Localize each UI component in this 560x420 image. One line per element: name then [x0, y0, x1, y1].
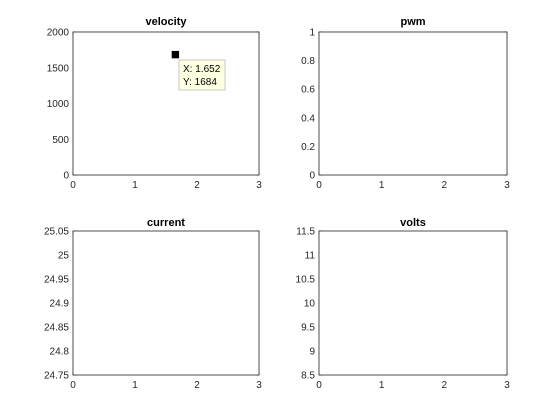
y-tick-label: 0: [309, 171, 315, 182]
x-tick-label: 2: [442, 180, 448, 191]
x-tick-label: 1: [132, 380, 138, 391]
volts-title: volts: [400, 217, 426, 229]
axes-frame: [318, 31, 508, 176]
axes-body: [318, 31, 508, 176]
velocity-axes[interactable]: velocity 0 1 2 3 0 500 1000 1500 2000: [47, 16, 262, 191]
x-tick-label: 0: [316, 380, 322, 391]
y-tick-label: 24.9: [50, 299, 70, 310]
y-tick-label: 9: [309, 347, 315, 358]
axes-frame: [318, 230, 508, 376]
axes-body: [72, 230, 260, 376]
y-tick-label: 1000: [47, 99, 70, 110]
y-tick-label: 1: [309, 28, 315, 39]
x-tick-label: 1: [132, 180, 138, 191]
y-tick-label: 10: [304, 299, 316, 310]
datatip-box: [178, 59, 226, 91]
x-tick-label: 0: [70, 380, 76, 391]
y-tick-label: 25: [58, 251, 70, 262]
y-tick-label: 24.75: [44, 371, 69, 382]
datatip-y-label: Y: 1684: [183, 77, 217, 88]
velocity-datatip[interactable]: X: 1.652 Y: 1684: [171, 50, 226, 91]
y-tick-label: 24.95: [44, 275, 69, 286]
pwm-title: pwm: [400, 16, 425, 28]
x-tick-label: 3: [504, 180, 510, 191]
x-tick-label: 2: [194, 180, 200, 191]
y-tick-label: 2000: [47, 28, 70, 39]
x-tick-label: 1: [379, 180, 385, 191]
axes-body: [72, 31, 260, 176]
x-tick-label: 2: [442, 380, 448, 391]
y-tick-label: 0.8: [301, 56, 315, 67]
y-tick-label: 0.6: [301, 85, 315, 96]
y-tick-label: 0: [63, 171, 69, 182]
x-tick-label: 0: [70, 180, 76, 191]
x-tick-label: 3: [256, 380, 262, 391]
x-tick-label: 3: [504, 380, 510, 391]
current-axes[interactable]: current 0 1 2 3 24.75 24.8 24.85 24.9 24.95 25 25.…: [44, 217, 262, 391]
y-tick-label: 24.85: [44, 323, 69, 334]
velocity-title: velocity: [146, 16, 188, 28]
y-tick-label: 24.8: [50, 347, 70, 358]
y-tick-label: 0.2: [301, 142, 315, 153]
x-tick-label: 2: [194, 380, 200, 391]
pwm-axes[interactable]: pwm 0 1 2 3 0 0.2 0.4 0.6 0.8 1: [301, 16, 510, 191]
axes-body: [318, 230, 508, 376]
y-tick-label: 500: [52, 135, 69, 146]
y-tick-label: 25.05: [44, 227, 69, 238]
y-tick-label: 8.5: [301, 371, 315, 382]
axes-frame: [72, 230, 260, 376]
x-tick-label: 0: [316, 180, 322, 191]
y-tick-label: 11.5: [296, 227, 315, 238]
x-tick-label: 3: [256, 180, 262, 191]
current-title: current: [147, 217, 185, 229]
y-tick-label: 11: [305, 251, 316, 262]
y-tick-label: 0.4: [301, 113, 315, 124]
y-tick-label: 9.5: [301, 323, 315, 334]
axes-frame: [72, 31, 260, 176]
volts-axes[interactable]: volts 0 1 2 3 8.5 9 9.5 10 10.5 11 11.5: [296, 217, 511, 391]
x-tick-label: 1: [379, 380, 385, 391]
datatip-marker[interactable]: [171, 50, 180, 59]
datatip-x-label: X: 1.652: [183, 64, 221, 75]
y-tick-label: 10.5: [296, 275, 316, 286]
y-tick-label: 1500: [47, 63, 70, 74]
